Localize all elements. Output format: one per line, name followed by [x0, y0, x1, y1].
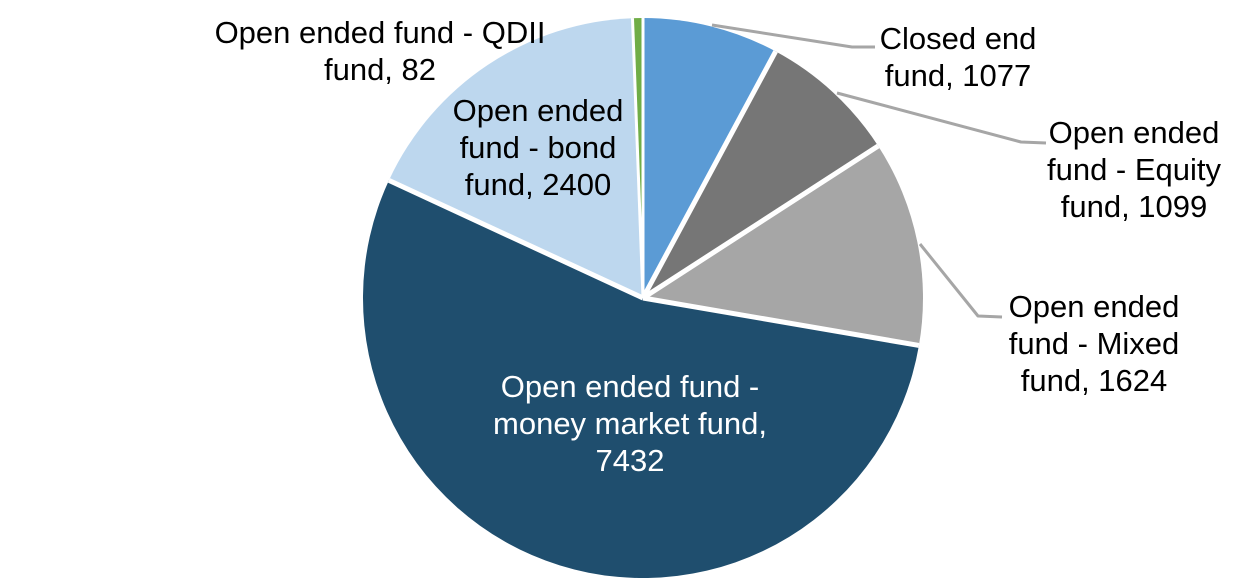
pie-slices — [362, 18, 923, 579]
pie-slice-open-ended-money-market-fund — [362, 180, 919, 579]
callout-open-ended-bond-fund: Open ended fund - bond fund, 2400 — [452, 93, 624, 202]
callout-open-ended-equity-fund: Open ended fund - Equity fund, 1099 — [1046, 115, 1222, 224]
slice-separator — [387, 178, 645, 301]
slice-separator — [630, 18, 645, 299]
slice-separator — [642, 295, 920, 348]
pie-slice-open-ended-equity-fund — [643, 51, 879, 299]
leader-line-open-ended-mixed-fund — [918, 243, 1003, 319]
pie-slice-closed-end-fund — [643, 18, 776, 298]
callout-open-ended-qdii-fund: Open ended fund - QDII fund, 82 — [214, 15, 546, 87]
leader-line-closed-end-fund — [711, 23, 875, 49]
leader-lines — [711, 23, 1047, 319]
callout-open-ended-mixed-fund: Open ended fund - Mixed fund, 1624 — [1008, 289, 1180, 398]
pie-slice-open-ended-bond-fund — [388, 18, 643, 298]
slice-separator — [641, 143, 880, 301]
slice-separator — [640, 50, 778, 300]
leader-line-open-ended-equity-fund — [836, 91, 1047, 145]
slice-separators — [387, 18, 920, 348]
pie-slice-open-ended-mixed-fund — [643, 146, 923, 346]
callout-open-ended-money-market-fund: Open ended fund - money market fund, 743… — [493, 369, 767, 478]
callout-closed-end-fund: Closed end fund, 1077 — [879, 21, 1037, 93]
